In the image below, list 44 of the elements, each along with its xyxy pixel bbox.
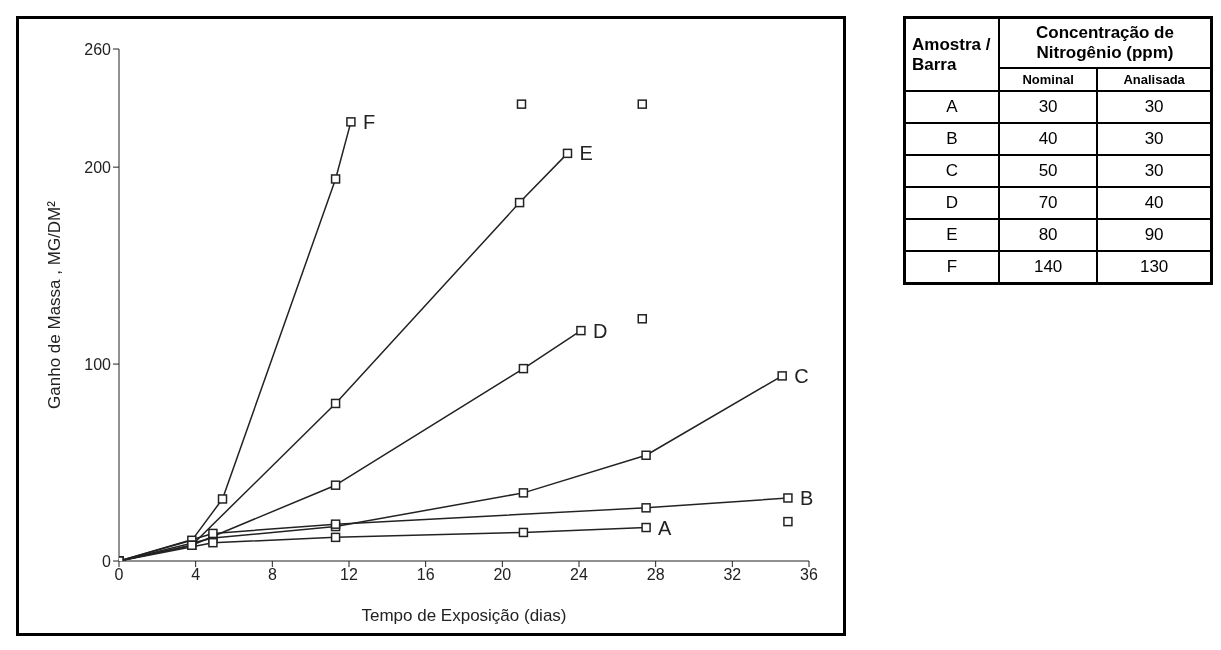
- y-tick-label: F: [904, 251, 999, 284]
- x-tick-label: 16: [416, 566, 435, 584]
- x-tick-label: 24: [570, 566, 588, 584]
- x-tick-label: 0: [114, 566, 124, 584]
- data-label: 40: [999, 123, 1098, 155]
- data-label: 130: [1097, 251, 1212, 284]
- series-label: D: [592, 319, 608, 342]
- data-label: 80: [999, 219, 1098, 251]
- y-tick-label: A: [904, 91, 999, 123]
- y-tick-label: 200: [84, 158, 112, 176]
- y-tick-label: E: [904, 219, 999, 251]
- x-tick-label: Analisada: [1097, 68, 1212, 91]
- series-label: E: [579, 142, 593, 165]
- x-tick-label: 8: [267, 566, 277, 584]
- y-tick-label: B: [904, 123, 999, 155]
- x-tick-label: 28: [646, 566, 665, 584]
- data-label: 70: [999, 187, 1098, 219]
- data-label: 140: [999, 251, 1098, 284]
- series-label: A: [658, 516, 673, 539]
- x-tick-label: 4: [191, 566, 201, 584]
- y-axis-title: Amostra / Barra: [904, 17, 999, 91]
- y-tick-label: 260: [84, 40, 112, 58]
- y-tick-label: 0: [102, 552, 112, 570]
- x-tick-label: 36: [800, 566, 818, 584]
- data-label: 50: [999, 155, 1098, 187]
- y-tick-label: C: [904, 155, 999, 187]
- data-label: 30: [1097, 155, 1212, 187]
- x-tick-label: 12: [340, 566, 358, 584]
- data-label: 30: [1097, 123, 1212, 155]
- y-axis-title: Ganho de Massa , MG/DM²: [45, 200, 65, 409]
- x-tick-label: 20: [493, 566, 512, 584]
- series-label: F: [362, 110, 376, 133]
- y-tick-label: 100: [84, 355, 112, 373]
- data-label: 30: [1097, 91, 1212, 123]
- data-label: 30: [999, 91, 1098, 123]
- data-label: 90: [1097, 219, 1212, 251]
- data-label: 40: [1097, 187, 1212, 219]
- series-label: C: [794, 364, 809, 387]
- chart-title: Concentração de Nitrogênio (ppm): [999, 17, 1212, 68]
- y-tick-label: D: [904, 187, 999, 219]
- series-label: B: [799, 487, 814, 510]
- x-axis-title: Tempo de Exposição (dias): [361, 606, 567, 625]
- x-tick-label: 32: [723, 566, 742, 584]
- x-tick-label: Nominal: [999, 68, 1098, 91]
